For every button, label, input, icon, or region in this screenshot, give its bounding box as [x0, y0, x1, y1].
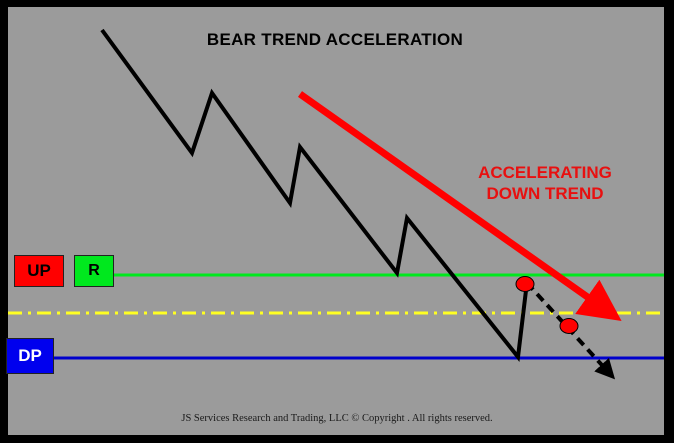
- marker-dot-upper: [515, 276, 535, 292]
- dp-box: DP: [6, 338, 54, 374]
- r-box: R: [74, 255, 114, 287]
- marker-dot-lower: [559, 318, 579, 334]
- annotation-line-2: DOWN TREND: [486, 184, 604, 203]
- price-path: [100, 28, 529, 362]
- accelerating-down-trend-label: ACCELERATING DOWN TREND: [440, 162, 650, 204]
- diagram-panel: [8, 7, 664, 435]
- accelerating-trend-arrow: [297, 91, 622, 322]
- copyright-footer: JS Services Research and Trading, LLC © …: [181, 413, 493, 424]
- diagram-title: BEAR TREND ACCELERATION: [206, 30, 464, 49]
- up-box: UP: [14, 255, 64, 287]
- annotation-line-1: ACCELERATING: [478, 163, 612, 182]
